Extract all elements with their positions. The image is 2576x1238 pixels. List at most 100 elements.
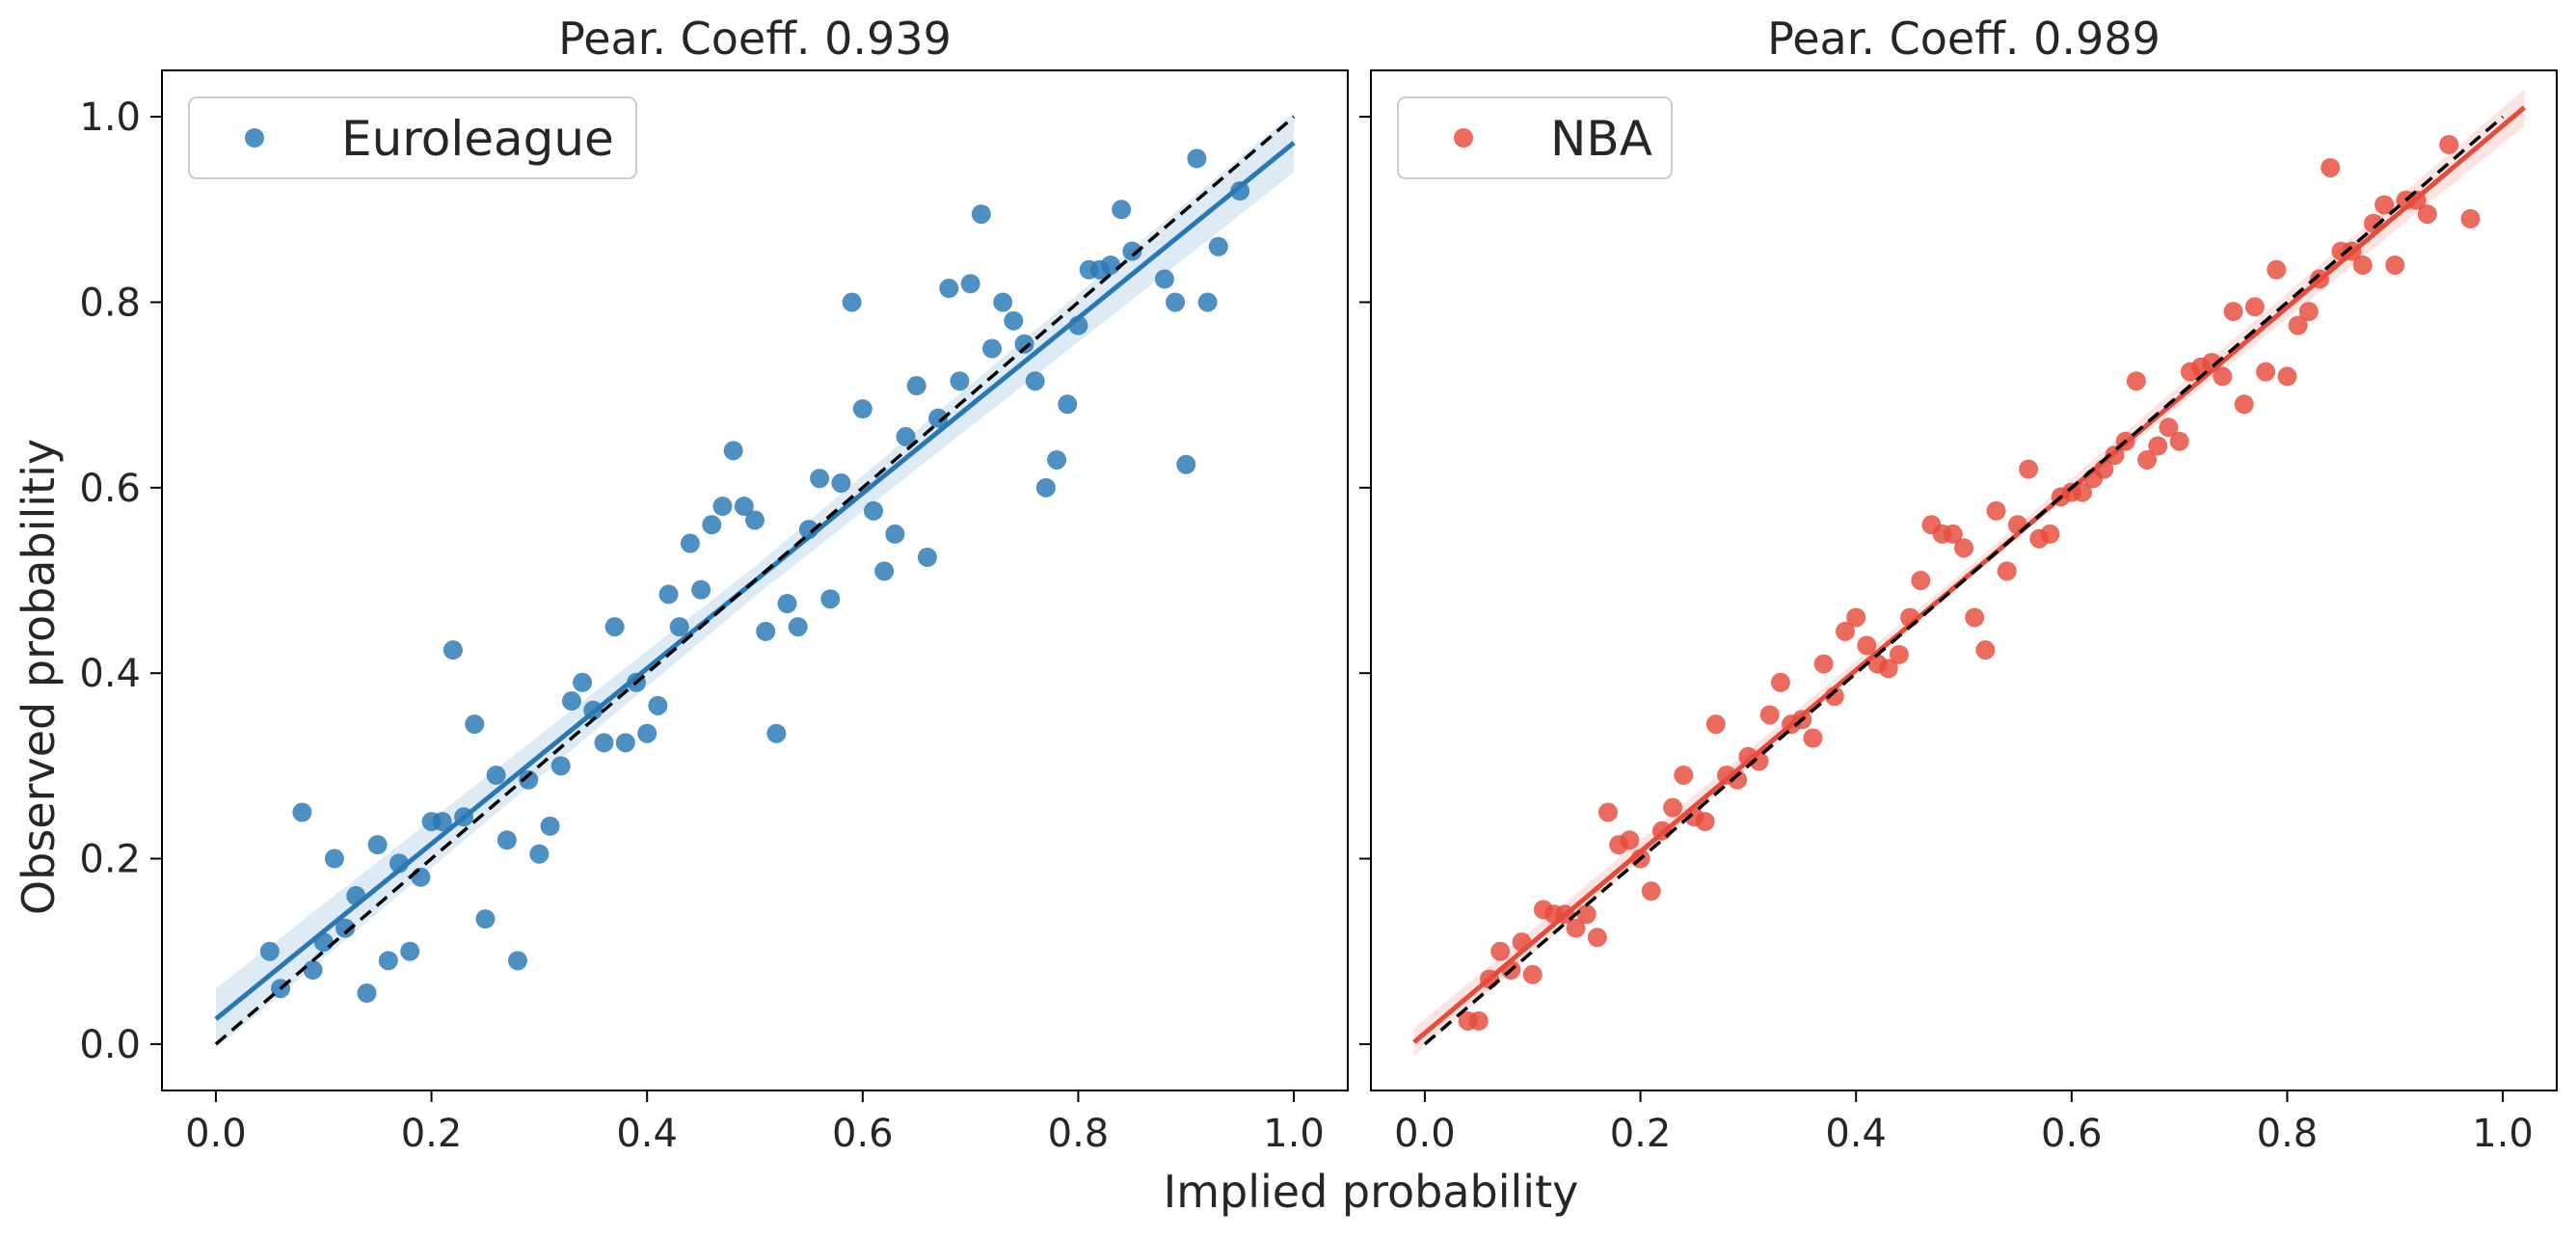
data-point bbox=[411, 867, 431, 887]
data-point bbox=[2137, 449, 2158, 470]
axes-frame bbox=[161, 69, 1349, 1091]
data-point bbox=[1101, 255, 1120, 275]
data-point bbox=[1759, 705, 1780, 725]
y-tick-label: 0.8 bbox=[79, 281, 141, 325]
data-point bbox=[1058, 394, 1078, 415]
y-tick-label: 1.0 bbox=[79, 95, 141, 140]
x-tick-label: 0.6 bbox=[2041, 1112, 2103, 1156]
data-point bbox=[357, 983, 377, 1004]
data-point bbox=[1566, 918, 1586, 938]
data-point bbox=[2148, 436, 2168, 456]
data-point bbox=[874, 561, 895, 581]
data-point bbox=[443, 640, 463, 660]
reference-diagonal-line bbox=[214, 115, 1296, 1046]
data-point bbox=[1889, 644, 1909, 664]
data-point bbox=[1230, 181, 1250, 202]
legend-marker bbox=[1454, 128, 1473, 148]
data-point bbox=[2298, 302, 2319, 322]
y-tick-label: 0.0 bbox=[79, 1023, 141, 1067]
data-point bbox=[1705, 714, 1726, 735]
x-tick-label: 0.2 bbox=[401, 1112, 463, 1156]
data-point bbox=[573, 672, 593, 692]
data-point bbox=[1490, 941, 1511, 961]
data-point bbox=[2352, 255, 2373, 275]
plot-content bbox=[214, 112, 1296, 1049]
legend-label: NBA bbox=[1550, 111, 1652, 167]
x-tick-label: 0.8 bbox=[2257, 1112, 2319, 1156]
data-point bbox=[1997, 561, 2017, 581]
data-point bbox=[1576, 904, 1597, 925]
data-point bbox=[400, 941, 420, 961]
data-point bbox=[1025, 371, 1045, 391]
data-point bbox=[1598, 802, 1618, 822]
data-point bbox=[745, 510, 765, 530]
panel-title: Pear. Coeff. 0.989 bbox=[1767, 13, 2160, 65]
data-point bbox=[1663, 797, 1683, 818]
x-tick-label: 0.0 bbox=[185, 1112, 247, 1156]
data-point bbox=[2073, 482, 2092, 502]
data-point bbox=[1836, 621, 1855, 641]
data-point bbox=[885, 524, 905, 544]
data-point bbox=[324, 848, 344, 869]
data-point bbox=[1035, 477, 1056, 498]
data-point bbox=[2277, 366, 2297, 387]
data-point bbox=[1954, 538, 1973, 558]
data-point bbox=[1187, 148, 1207, 169]
data-point bbox=[1803, 728, 1823, 748]
data-point bbox=[1176, 454, 1196, 474]
data-point bbox=[939, 279, 959, 299]
data-point bbox=[594, 733, 614, 753]
data-point bbox=[993, 292, 1013, 312]
y-tick-label: 0.2 bbox=[79, 838, 141, 882]
data-point bbox=[982, 338, 1002, 359]
y-axis-label: Observed probabilitiy bbox=[13, 439, 65, 915]
data-point bbox=[1166, 292, 1186, 312]
data-point bbox=[2439, 134, 2459, 154]
data-point bbox=[1674, 765, 1694, 785]
data-point bbox=[723, 441, 743, 461]
data-point bbox=[702, 515, 722, 535]
data-point bbox=[1154, 269, 1174, 289]
axes-frame bbox=[1370, 69, 2558, 1091]
data-point bbox=[1197, 292, 1218, 312]
data-point bbox=[777, 594, 797, 614]
x-tick-label: 1.0 bbox=[1263, 1112, 1325, 1156]
data-point bbox=[1047, 449, 1067, 470]
data-point bbox=[648, 695, 668, 715]
x-tick-label: 0.6 bbox=[832, 1112, 894, 1156]
data-point bbox=[810, 469, 830, 489]
data-point bbox=[475, 909, 496, 929]
data-point bbox=[292, 802, 312, 822]
data-point bbox=[2375, 195, 2395, 215]
euroleague-panel: 0.0 0.2 0.4 0.6 0.8 1.0 0.0 0.2 0.4 0.6 0.8 1.0 Pear… bbox=[79, 13, 1349, 1156]
data-point bbox=[2417, 204, 2437, 225]
data-point bbox=[1208, 236, 1228, 256]
data-point bbox=[960, 274, 980, 294]
data-point bbox=[1122, 241, 1142, 261]
data-point bbox=[2288, 315, 2308, 336]
data-point bbox=[1522, 964, 1543, 984]
data-point bbox=[1014, 334, 1034, 354]
reference-diagonal-line bbox=[1423, 115, 2505, 1046]
data-point bbox=[680, 533, 700, 553]
data-point bbox=[367, 835, 388, 855]
data-point bbox=[2213, 366, 2233, 387]
x-tick-label: 0.4 bbox=[616, 1112, 678, 1156]
data-point bbox=[831, 473, 851, 494]
y-tick-label: 0.4 bbox=[79, 652, 141, 696]
data-point bbox=[2256, 362, 2276, 382]
data-point bbox=[1846, 607, 1866, 628]
data-point bbox=[820, 589, 841, 609]
data-point bbox=[529, 844, 550, 864]
data-point bbox=[658, 584, 679, 605]
data-point bbox=[303, 959, 323, 980]
legend-label: Euroleague bbox=[341, 111, 614, 167]
data-point bbox=[2159, 417, 2179, 438]
data-point bbox=[1468, 1010, 1489, 1031]
data-point bbox=[756, 621, 776, 641]
regression-line bbox=[1412, 105, 2527, 1044]
data-point bbox=[852, 399, 872, 419]
x-tick-label: 0.2 bbox=[1610, 1112, 1672, 1156]
data-point bbox=[928, 408, 949, 428]
